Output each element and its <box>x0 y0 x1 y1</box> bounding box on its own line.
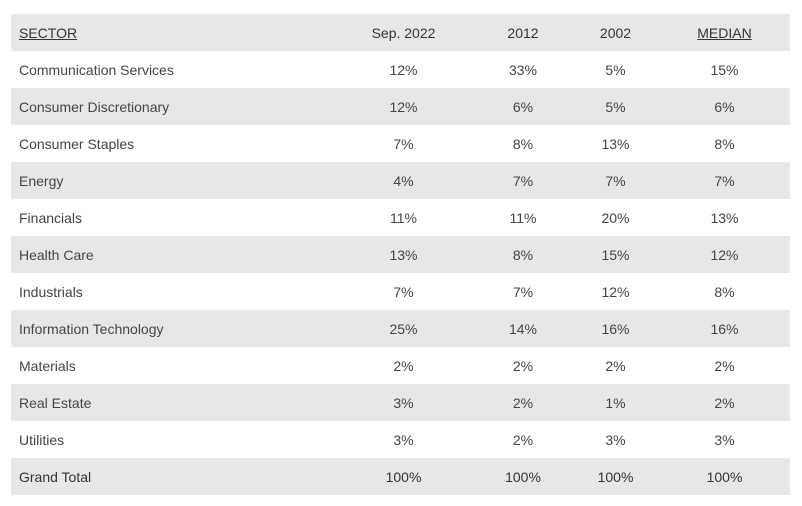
cell-2002: 2% <box>605 357 626 374</box>
cell-median: 12% <box>710 246 739 263</box>
cell-sep-2022: 12% <box>389 98 418 115</box>
table-row: Industrials 7% 7% 12% 8% <box>11 273 790 310</box>
sector-weights-table-container: SECTOR Sep. 2022 2012 2002 MEDIAN Commun… <box>11 14 790 495</box>
cell-2002: 1% <box>605 394 626 411</box>
cell-2002: 5% <box>605 98 626 115</box>
cell-median: 2% <box>714 394 735 411</box>
table-row: Information Technology 25% 14% 16% 16% <box>11 310 790 347</box>
cell-2012: 8% <box>512 135 534 152</box>
cell-sector: Consumer Discretionary <box>19 98 170 115</box>
header-2002: 2002 <box>599 24 632 41</box>
cell-2002: 3% <box>605 431 626 448</box>
cell-sector: Energy <box>19 172 64 189</box>
cell-2012: 6% <box>512 98 534 115</box>
sector-weights-table: SECTOR Sep. 2022 2012 2002 MEDIAN Commun… <box>11 14 790 495</box>
cell-sector: Grand Total <box>19 468 92 485</box>
cell-2012: 2% <box>512 431 534 448</box>
table-row: Real Estate 3% 2% 1% 2% <box>11 384 790 421</box>
cell-sep-2022: 100% <box>385 468 422 485</box>
cell-2002: 13% <box>601 135 630 152</box>
cell-2002: 100% <box>597 468 634 485</box>
table-row: Materials 2% 2% 2% 2% <box>11 347 790 384</box>
cell-sector: Materials <box>19 357 76 374</box>
cell-sector: Communication Services <box>19 61 174 78</box>
header-sep-2022: Sep. 2022 <box>371 24 436 41</box>
cell-2002: 16% <box>601 320 630 337</box>
cell-median: 16% <box>710 320 739 337</box>
cell-median: 7% <box>714 172 735 189</box>
cell-sep-2022: 13% <box>389 246 418 263</box>
table-row: Financials 11% 11% 20% 13% <box>11 199 790 236</box>
cell-sector: Real Estate <box>19 394 92 411</box>
cell-sector: Consumer Staples <box>19 135 135 152</box>
cell-2012: 100% <box>505 468 541 485</box>
cell-2012: 11% <box>509 209 537 226</box>
table-row: Energy 4% 7% 7% 7% <box>11 162 790 199</box>
cell-sep-2022: 3% <box>393 394 414 411</box>
cell-sep-2022: 25% <box>389 320 418 337</box>
cell-sep-2022: 2% <box>393 357 414 374</box>
cell-median: 100% <box>706 468 743 485</box>
cell-2002: 20% <box>601 209 630 226</box>
cell-2002: 5% <box>605 61 626 78</box>
cell-2002: 7% <box>605 172 626 189</box>
cell-2002: 12% <box>601 283 630 300</box>
cell-median: 8% <box>714 283 735 300</box>
cell-2012: 2% <box>512 357 534 374</box>
cell-sep-2022: 7% <box>393 135 414 152</box>
cell-2012: 14% <box>508 320 538 337</box>
cell-median: 8% <box>714 135 735 152</box>
cell-2012: 7% <box>512 172 534 189</box>
table-row: Communication Services 12% 33% 5% 15% <box>11 51 790 88</box>
cell-2012: 33% <box>508 61 538 78</box>
cell-sector: Utilities <box>19 431 65 448</box>
cell-median: 6% <box>714 98 735 115</box>
cell-2012: 8% <box>512 246 534 263</box>
table-row: Health Care 13% 8% 15% 12% <box>11 236 790 273</box>
header-sector[interactable]: SECTOR <box>19 24 78 41</box>
cell-sep-2022: 4% <box>393 172 414 189</box>
grand-total-row: Grand Total 100% 100% 100% 100% <box>11 458 790 495</box>
cell-median: 2% <box>714 357 735 374</box>
table-header-row: SECTOR Sep. 2022 2012 2002 MEDIAN <box>11 14 790 51</box>
table-row: Consumer Discretionary 12% 6% 5% 6% <box>11 88 790 125</box>
cell-median: 13% <box>710 209 739 226</box>
cell-2012: 7% <box>512 283 534 300</box>
header-median[interactable]: MEDIAN <box>697 24 752 41</box>
table-row: Utilities 3% 2% 3% 3% <box>11 421 790 458</box>
cell-sector: Information Technology <box>19 320 164 337</box>
cell-sep-2022: 7% <box>393 283 414 300</box>
cell-sep-2022: 12% <box>389 61 418 78</box>
cell-sep-2022: 3% <box>393 431 414 448</box>
cell-median: 3% <box>714 431 735 448</box>
cell-2012: 2% <box>512 394 534 411</box>
cell-median: 15% <box>710 61 739 78</box>
table-row: Consumer Staples 7% 8% 13% 8% <box>11 125 790 162</box>
cell-sep-2022: 11% <box>390 209 417 226</box>
cell-sector: Industrials <box>19 283 83 300</box>
cell-sector: Financials <box>19 209 83 226</box>
cell-2002: 15% <box>601 246 630 263</box>
header-2012: 2012 <box>507 24 539 41</box>
cell-sector: Health Care <box>19 246 94 263</box>
